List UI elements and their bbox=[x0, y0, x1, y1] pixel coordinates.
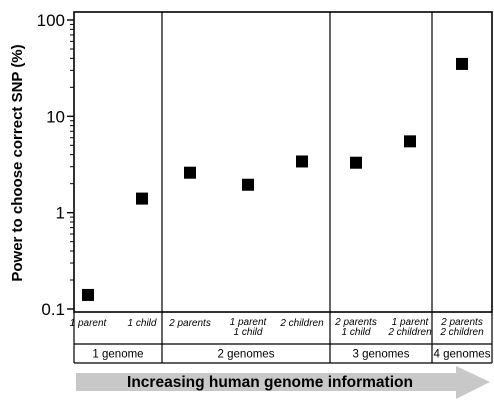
arrow-shape bbox=[76, 366, 490, 399]
group-label: 2 genomes bbox=[218, 349, 275, 361]
data-point bbox=[82, 288, 94, 301]
category-label: 1 parent bbox=[70, 318, 108, 329]
category-label: 2 children bbox=[439, 327, 484, 338]
category-label: 1 child bbox=[128, 318, 157, 329]
y-axis-label: Power to choose correct SNP (%) bbox=[9, 44, 26, 281]
y-tick-label: 10 bbox=[46, 107, 65, 126]
category-label: 1 child bbox=[234, 327, 263, 338]
category-label: 1 parent bbox=[230, 317, 268, 328]
y-tick-label: 1 bbox=[56, 204, 65, 223]
category-label: 2 children bbox=[279, 318, 324, 329]
y-tick-label: 0.1 bbox=[41, 300, 65, 319]
group-label: 4 genomes bbox=[434, 349, 491, 361]
category-label: 2 parents bbox=[334, 317, 377, 328]
group-label: 1 genome bbox=[92, 349, 143, 361]
y-tick-label: 100 bbox=[37, 11, 65, 30]
category-label: 1 child bbox=[342, 327, 371, 338]
data-point bbox=[296, 155, 308, 168]
data-point bbox=[242, 178, 254, 191]
category-label: 2 parents bbox=[168, 318, 211, 329]
group-label: 3 genomes bbox=[353, 349, 410, 361]
category-label: 1 parent bbox=[392, 317, 430, 328]
data-point bbox=[404, 135, 416, 148]
arrow-label: Increasing human genome information bbox=[127, 374, 413, 391]
data-point bbox=[350, 156, 362, 169]
data-point bbox=[136, 192, 148, 205]
category-label: 2 children bbox=[387, 327, 432, 338]
plot-frame bbox=[73, 11, 493, 313]
data-point bbox=[456, 57, 468, 70]
category-label: 2 parents bbox=[440, 317, 483, 328]
data-point bbox=[184, 166, 196, 179]
